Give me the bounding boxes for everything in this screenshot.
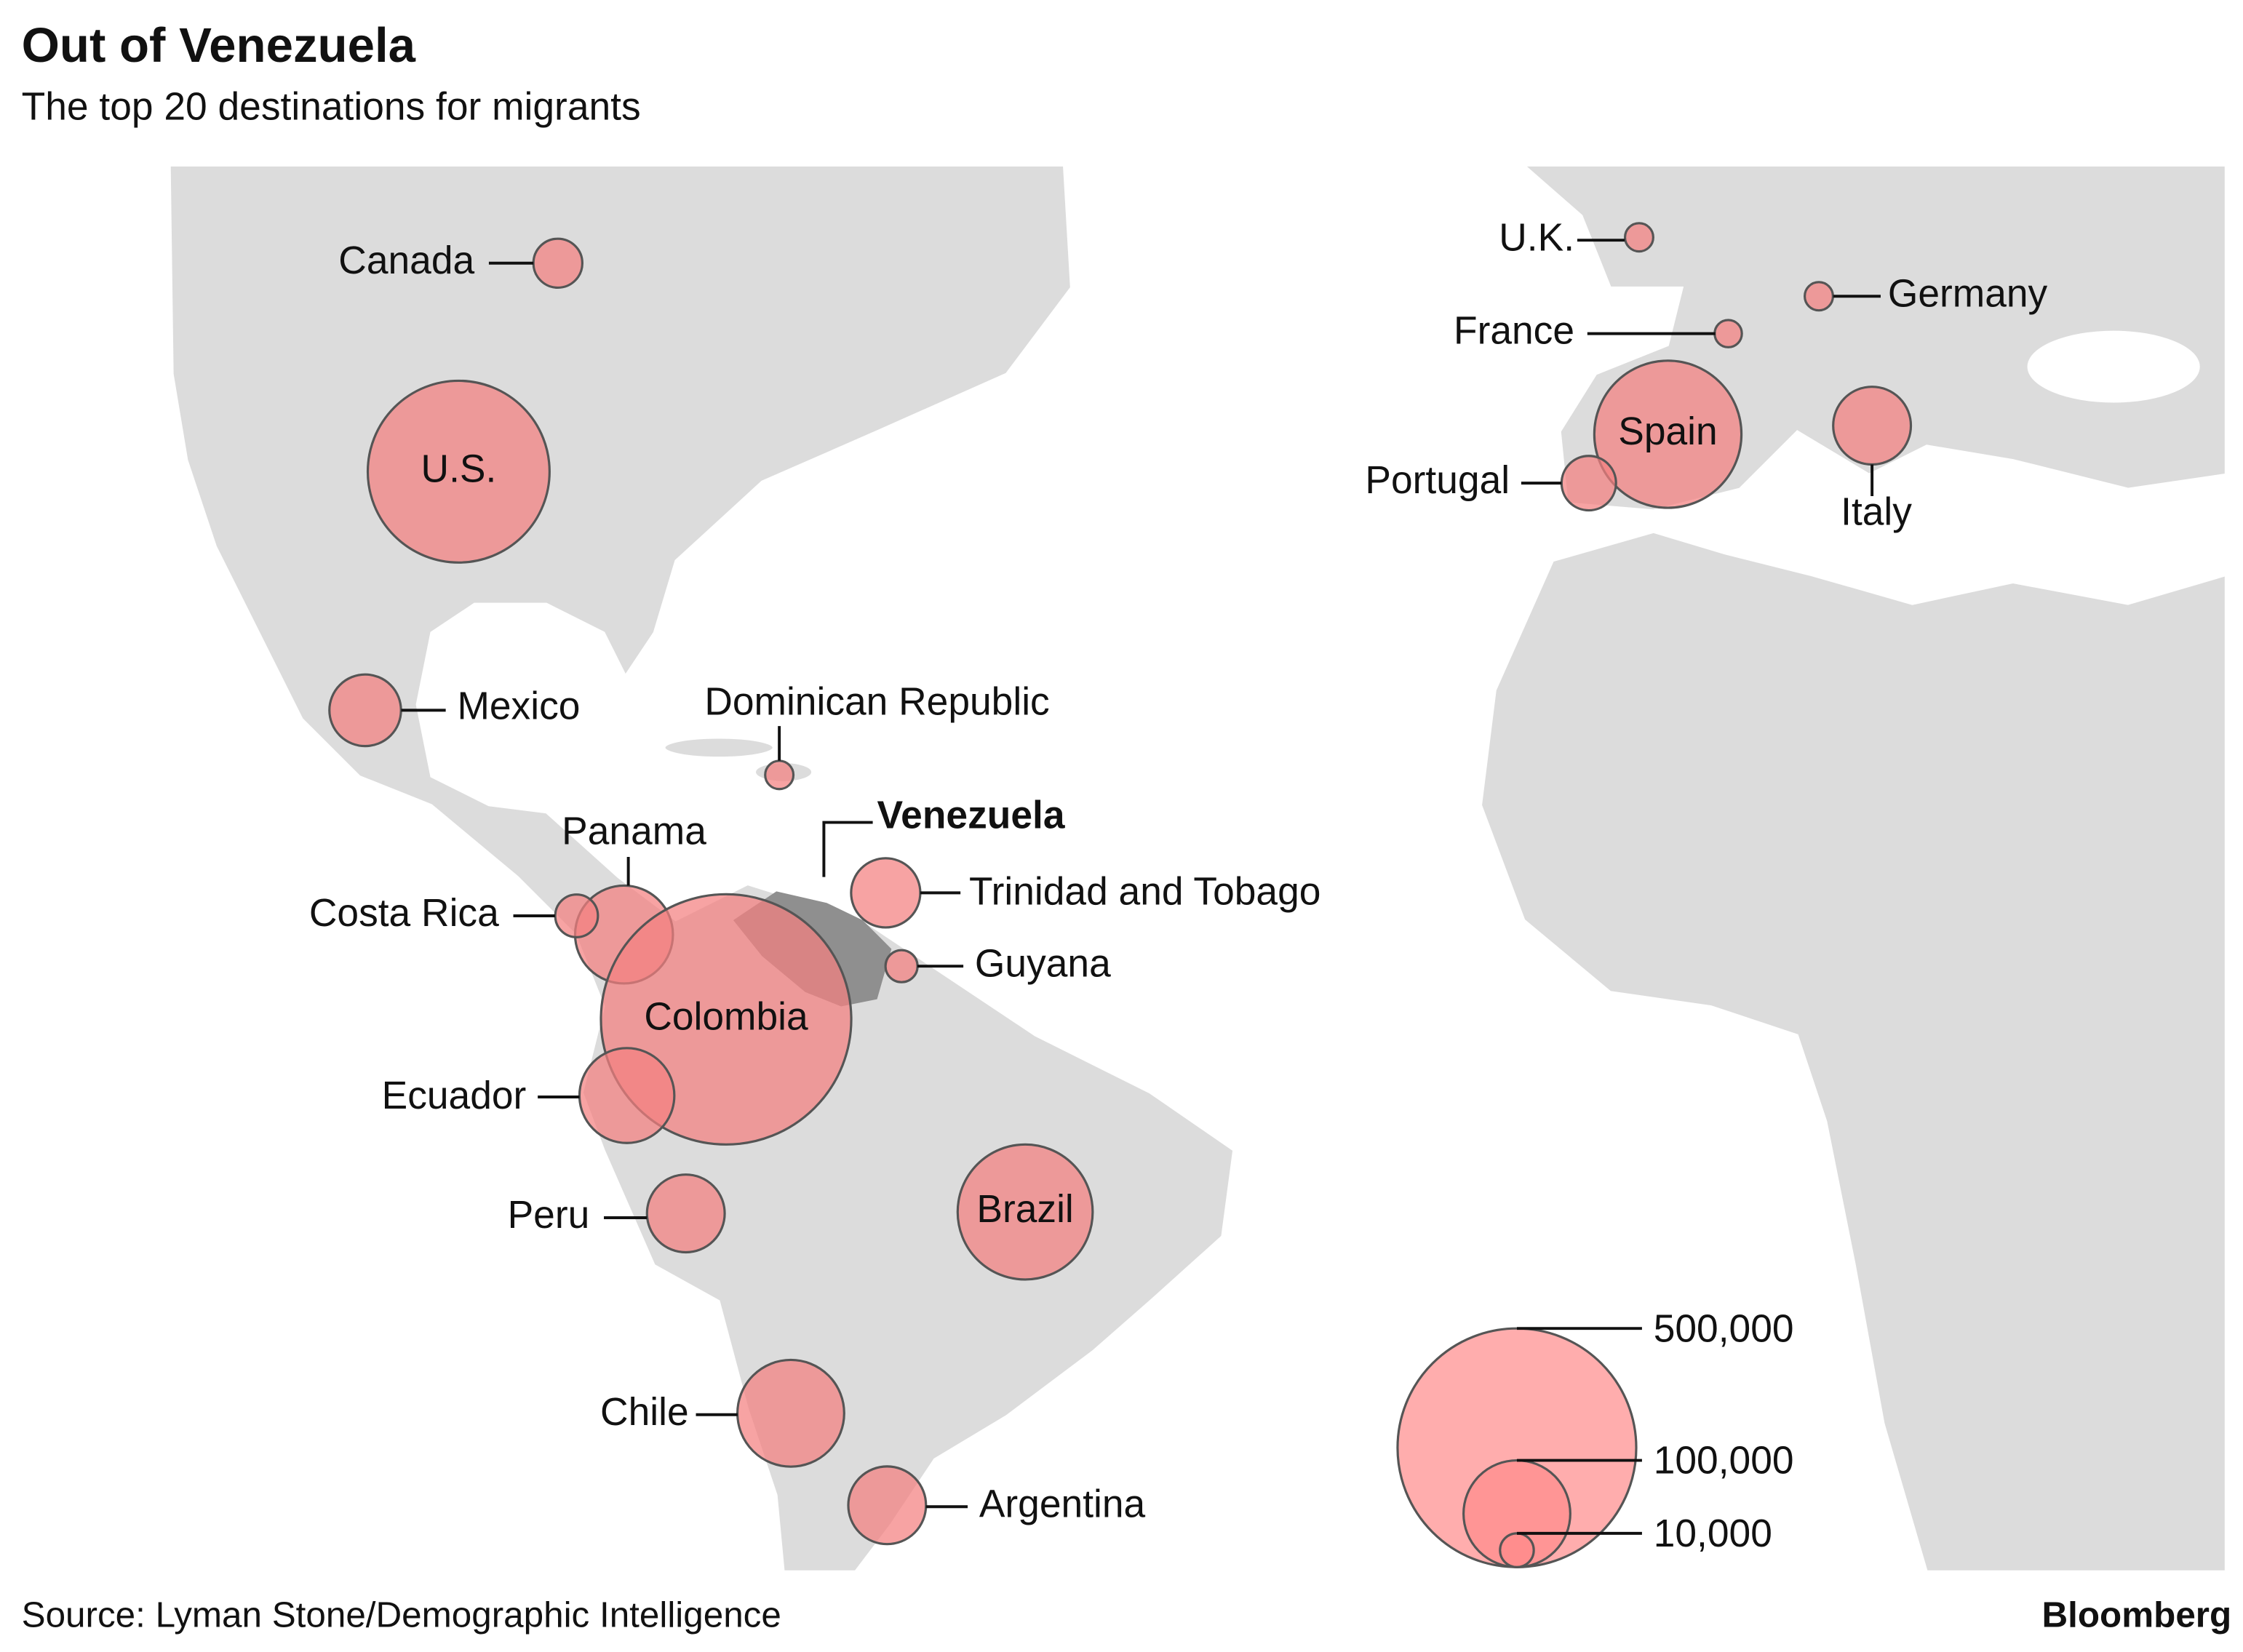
legend-label: 100,000 xyxy=(1654,1440,1794,1483)
country-label: Costa Rica xyxy=(309,892,499,935)
bubble xyxy=(847,1465,928,1546)
country-label: Mexico xyxy=(457,685,580,728)
bubble xyxy=(1593,359,1743,509)
country-label: Spain xyxy=(1618,410,1717,453)
country-label: Argentina xyxy=(979,1483,1146,1525)
country-label: Canada xyxy=(338,239,474,282)
bubble xyxy=(554,893,599,938)
legend-label: 10,000 xyxy=(1654,1512,1772,1555)
bubble xyxy=(532,237,583,289)
country-label: Portugal xyxy=(1365,459,1510,502)
bubble xyxy=(645,1173,726,1254)
legend-label: 500,000 xyxy=(1654,1307,1794,1350)
bubble xyxy=(1832,386,1913,466)
bubble xyxy=(1804,281,1834,312)
africa xyxy=(1480,530,2227,1573)
origin-label: Venezuela xyxy=(877,794,1065,837)
bubble xyxy=(1623,222,1654,253)
bubble xyxy=(884,949,919,983)
country-label: Panama xyxy=(562,810,706,853)
bubble xyxy=(328,673,402,748)
leader-line xyxy=(822,821,873,877)
country-label: Brazil xyxy=(976,1188,1073,1231)
title: Out of Venezuela xyxy=(22,18,416,73)
subtitle: The top 20 destinations for migrants xyxy=(22,85,641,128)
cuba xyxy=(663,736,775,759)
country-label: Chile xyxy=(600,1391,689,1434)
source: Source: Lyman Stone/Demographic Intellig… xyxy=(22,1595,781,1635)
brand: Bloomberg xyxy=(2042,1595,2232,1635)
country-label: Peru xyxy=(508,1194,590,1237)
country-label: Guyana xyxy=(975,942,1111,985)
bubbles: Canada U.S. Mexico Dominican Republic Panama… xyxy=(309,216,2048,1546)
country-label: Colombia xyxy=(644,995,808,1038)
bubble xyxy=(366,379,551,564)
country-label: U.K. xyxy=(1499,216,1574,259)
legend-bubble xyxy=(1499,1532,1535,1568)
country-label: Germany xyxy=(1888,272,2048,315)
bubble xyxy=(850,857,922,929)
country-label: France xyxy=(1454,310,1574,353)
country-label: Italy xyxy=(1841,491,1912,534)
black-sea xyxy=(2027,330,2200,403)
legend: 500,000 100,000 10,000 xyxy=(1396,1307,1794,1568)
country-label: Ecuador xyxy=(382,1074,527,1117)
country-label: Dominican Republic xyxy=(704,681,1049,724)
bubble xyxy=(956,1143,1094,1281)
bubble xyxy=(764,759,795,791)
bubble xyxy=(1713,319,1743,348)
bubble xyxy=(578,1047,676,1144)
bubble xyxy=(1560,455,1617,512)
bubble xyxy=(736,1358,845,1468)
country-label: U.S. xyxy=(421,447,497,490)
country-label: Trinidad and Tobago xyxy=(969,870,1320,913)
